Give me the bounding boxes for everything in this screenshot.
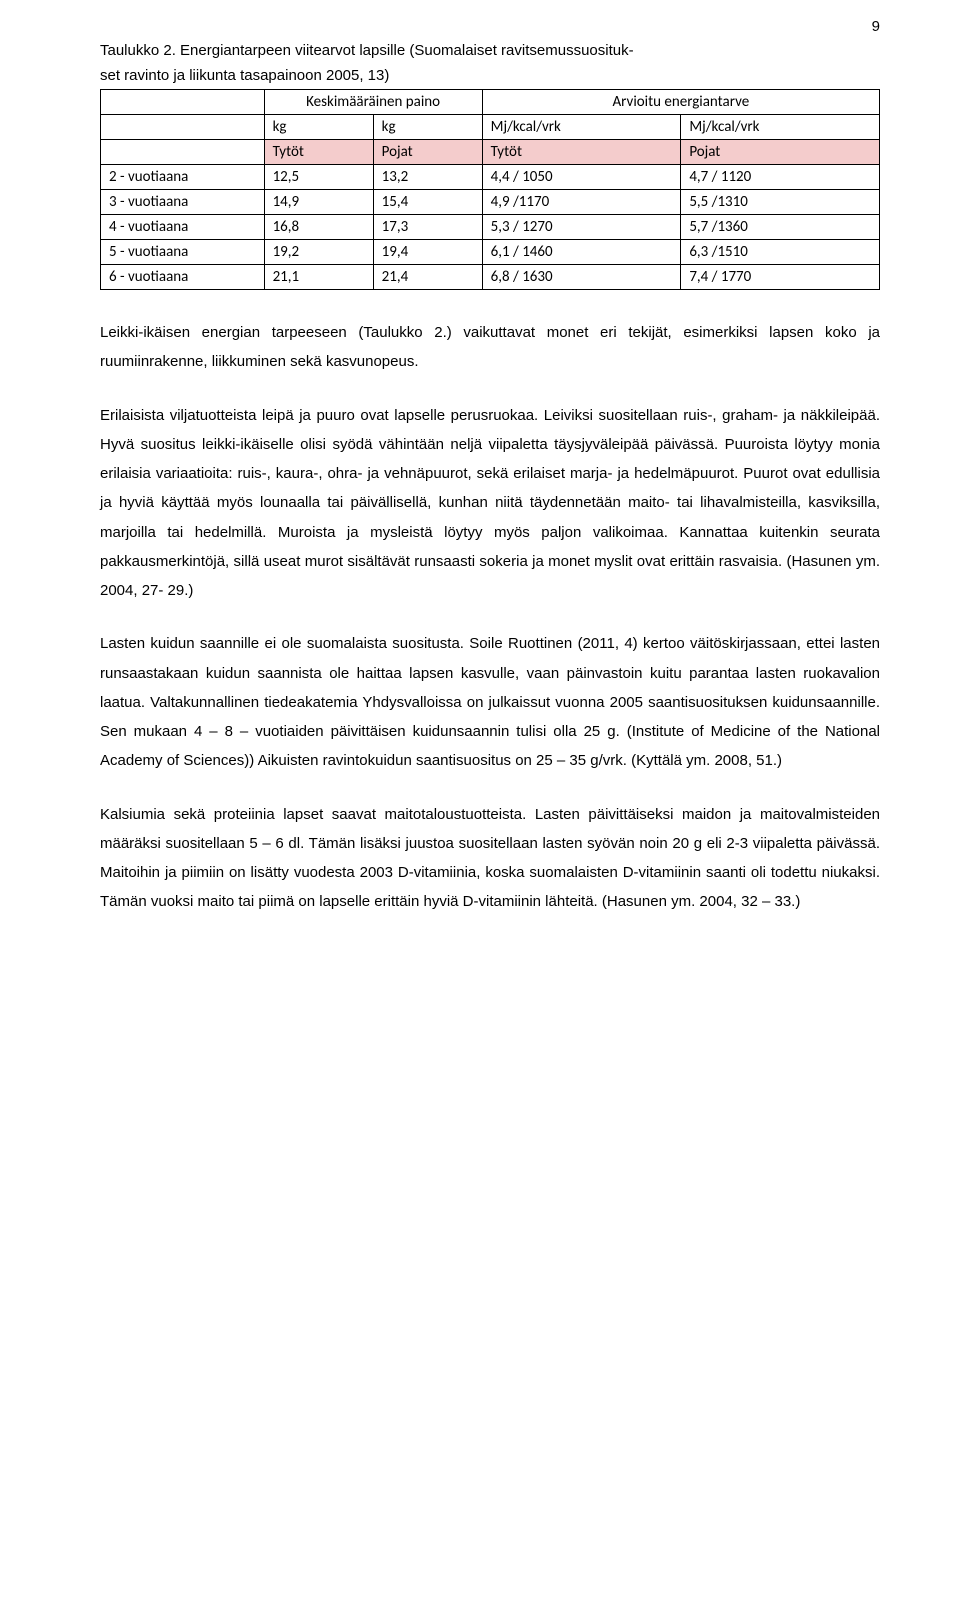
table-caption-line-2: set ravinto ja liikunta tasapainoon 2005… <box>100 65 880 88</box>
table-row: 5 - vuotiaana 19,2 19,4 6,1 / 1460 6,3 /… <box>101 240 880 265</box>
cell-kg-girls: 16,8 <box>264 215 373 240</box>
sub-girls-1: Tytöt <box>264 140 373 165</box>
table-row: 6 - vuotiaana 21,1 21,4 6,8 / 1630 7,4 /… <box>101 265 880 290</box>
table-row: 4 - vuotiaana 16,8 17,3 5,3 / 1270 5,7 /… <box>101 215 880 240</box>
cell-mj-girls: 4,4 / 1050 <box>482 165 681 190</box>
cell-mj-boys: 7,4 / 1770 <box>681 265 880 290</box>
cell-kg-boys: 15,4 <box>373 190 482 215</box>
paragraph-1: Leikki-ikäisen energian tarpeeseen (Taul… <box>100 318 880 377</box>
table-header-row-2: kg kg Mj/kcal/vrk Mj/kcal/vrk <box>101 115 880 140</box>
cell-mj-boys: 5,7 /1360 <box>681 215 880 240</box>
cell-mj-girls: 6,8 / 1630 <box>482 265 681 290</box>
cell-mj-boys: 5,5 /1310 <box>681 190 880 215</box>
cell-kg-girls: 21,1 <box>264 265 373 290</box>
cell-kg-boys: 13,2 <box>373 165 482 190</box>
cell-age: 2 - vuotiaana <box>101 165 265 190</box>
blank-cell <box>101 140 265 165</box>
cell-age: 5 - vuotiaana <box>101 240 265 265</box>
paragraph-3: Lasten kuidun saannille ei ole suomalais… <box>100 629 880 775</box>
document-page: 9 Taulukko 2. Energiantarpeen viitearvot… <box>0 0 960 1001</box>
table-caption-line-1: Taulukko 2. Energiantarpeen viitearvot l… <box>100 40 880 63</box>
header-weight: Keskimääräinen paino <box>264 90 482 115</box>
paragraph-2: Erilaisista viljatuotteista leipä ja puu… <box>100 401 880 606</box>
cell-mj-boys: 4,7 / 1120 <box>681 165 880 190</box>
unit-kg-girls: kg <box>264 115 373 140</box>
energy-table: Keskimääräinen paino Arvioitu energianta… <box>100 89 880 290</box>
cell-age: 4 - vuotiaana <box>101 215 265 240</box>
paragraph-4: Kalsiumia sekä proteiinia lapset saavat … <box>100 800 880 917</box>
blank-cell <box>101 90 265 115</box>
unit-kg-boys: kg <box>373 115 482 140</box>
unit-mj-girls: Mj/kcal/vrk <box>482 115 681 140</box>
sub-boys-1: Pojat <box>373 140 482 165</box>
table-header-row-3: Tytöt Pojat Tytöt Pojat <box>101 140 880 165</box>
table-row: 2 - vuotiaana 12,5 13,2 4,4 / 1050 4,7 /… <box>101 165 880 190</box>
cell-age: 6 - vuotiaana <box>101 265 265 290</box>
page-number: 9 <box>872 18 880 35</box>
unit-mj-boys: Mj/kcal/vrk <box>681 115 880 140</box>
sub-girls-2: Tytöt <box>482 140 681 165</box>
cell-kg-boys: 19,4 <box>373 240 482 265</box>
cell-mj-boys: 6,3 /1510 <box>681 240 880 265</box>
blank-cell <box>101 115 265 140</box>
cell-mj-girls: 6,1 / 1460 <box>482 240 681 265</box>
cell-kg-boys: 21,4 <box>373 265 482 290</box>
cell-mj-girls: 4,9 /1170 <box>482 190 681 215</box>
table-header-row-1: Keskimääräinen paino Arvioitu energianta… <box>101 90 880 115</box>
cell-mj-girls: 5,3 / 1270 <box>482 215 681 240</box>
table-row: 3 - vuotiaana 14,9 15,4 4,9 /1170 5,5 /1… <box>101 190 880 215</box>
cell-kg-boys: 17,3 <box>373 215 482 240</box>
cell-age: 3 - vuotiaana <box>101 190 265 215</box>
cell-kg-girls: 14,9 <box>264 190 373 215</box>
cell-kg-girls: 19,2 <box>264 240 373 265</box>
header-energy: Arvioitu energiantarve <box>482 90 879 115</box>
cell-kg-girls: 12,5 <box>264 165 373 190</box>
sub-boys-2: Pojat <box>681 140 880 165</box>
